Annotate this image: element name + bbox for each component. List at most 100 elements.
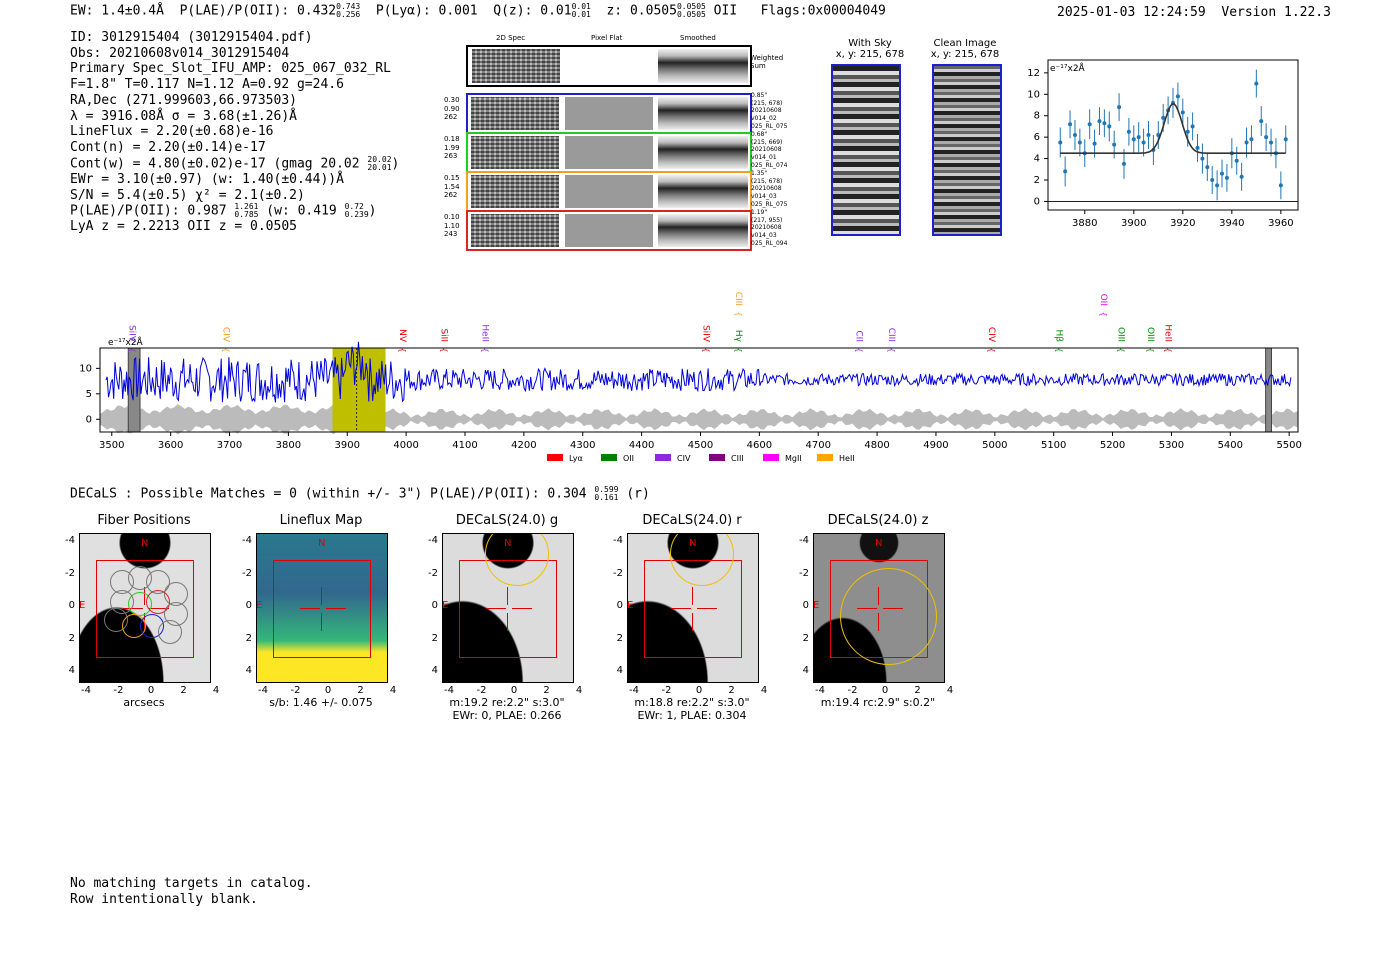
panel-title: DECaLS(24.0) g [455, 513, 559, 528]
panel-title: DECaLS(24.0) z [827, 513, 929, 528]
fit-point [1283, 137, 1288, 142]
legend-label: HeII [839, 454, 855, 463]
fit-point [1112, 142, 1117, 147]
header-version: Version 1.22.3 [1221, 5, 1331, 20]
panel-xtick-label: 2 [728, 685, 735, 696]
spectrum-ytick-label: 10 [79, 363, 92, 374]
fit-point [1185, 129, 1190, 134]
panel-xtick-label: 2 [180, 685, 187, 696]
footer-line-2: Row intentionally blank. [70, 891, 258, 907]
panel-ytick-label: 0 [245, 600, 252, 611]
panel-aperture-box [273, 560, 371, 658]
legend-swatch [655, 454, 671, 461]
info-block: ID: 3012915404 (3012915404.pdf) Obs: 202… [70, 30, 399, 235]
line-fit-chart: 0 2 4 6 8 10 12 3880 3900 3920 3940 3960 e⁻¹⁷x2Å [1027, 59, 1299, 229]
header-plae-range: 0.743 0.256 [336, 2, 361, 19]
footer-note: No matching targets in catalog. Row inte… [70, 876, 313, 907]
legend-swatch [547, 454, 563, 461]
panel-north-label: N [318, 538, 326, 549]
fit-point [1239, 174, 1244, 179]
panel-subtitle: m:19.2 re:2.2" s:3.0" [449, 696, 565, 709]
panel-xtick-label: -4 [629, 685, 639, 696]
cutout-row [466, 93, 752, 134]
fit-ytick-label: 2 [1034, 175, 1040, 186]
spectrum-line-bracket: { [1099, 311, 1108, 316]
spectrum-line-bracket: { [222, 347, 231, 352]
panel-xtick-label: 2 [357, 685, 364, 696]
decals-header: DECaLS : Possible Matches = 0 (within +/… [70, 485, 650, 502]
legend-label: OII [623, 454, 634, 463]
weighted-sum-strip [466, 45, 752, 87]
fit-point [1102, 121, 1107, 126]
fit-point [1215, 183, 1220, 188]
panel-east-label: E [442, 600, 449, 611]
panel-ytick-label: 2 [616, 632, 623, 644]
fit-ytick-label: 10 [1027, 89, 1040, 100]
panel-ytick-label: 2 [802, 632, 809, 644]
panel-north-label: N [141, 538, 149, 549]
fit-point [1180, 110, 1185, 115]
header-datetime: 2025-01-03 12:24:59 [1057, 5, 1206, 20]
spectrum-line-bracket: { [481, 347, 490, 352]
fit-point [1058, 140, 1063, 145]
with-sky-title: With Sky x, y: 215, 678 [835, 38, 905, 60]
panel-xtick-label: -4 [81, 685, 91, 696]
info-obs: Obs: 20210608v014_3012915404 [70, 45, 290, 61]
fit-ytick-label: 0 [1034, 196, 1040, 207]
panel-ytick-label: -2 [242, 567, 252, 579]
info-plae: P(LAE)/P(OII): 0.987 1.261 0.785 (w: 0.41… [70, 202, 377, 220]
fit-point [1210, 178, 1215, 182]
fit-point [1278, 183, 1283, 188]
fit-point [1146, 133, 1151, 137]
spectrum-xtick-label: 3900 [335, 440, 360, 451]
legend-label: Lyα [569, 454, 583, 463]
spectrum-line-bracket: { [854, 347, 863, 352]
panel-xtick-label: 0 [510, 685, 518, 696]
info-cont-w: Cont(w) = 4.80(±0.02)e-17 (gmag 20.02 20… [70, 154, 400, 172]
fit-point [1107, 124, 1112, 129]
fit-point [1234, 158, 1239, 163]
spectrum-ytick-label: 0 [86, 414, 92, 425]
info-sn: S/N = 5.4(±0.5) χ² = 2.1(±0.2) [70, 187, 305, 203]
spectrum-xtick-label: 4400 [629, 440, 654, 451]
fit-ytick-label: 8 [1034, 111, 1040, 122]
fit-point [1205, 165, 1210, 170]
info-cont-n: Cont(n) = 2.20(±0.14)e-17 [70, 139, 266, 155]
cutout-row-info: 1.19" (217, 955) 20210608 v014_03 025_RL_094 [751, 209, 788, 247]
cutout-row-stats: 0.15 1.54 262 [444, 174, 460, 199]
spectrum-line-marker: CIII [733, 292, 743, 306]
info-redshifts: LyA z = 2.2213 OII z = 0.0505 [70, 219, 297, 235]
spectrum-line-marker: Hβ [1054, 329, 1064, 342]
fit-point [1131, 137, 1136, 142]
spectrum-xtick-label: 3600 [158, 440, 183, 451]
info-ewr: EWr = 3.10(±0.97) (w: 1.40(±0.44))Å [70, 171, 344, 187]
spectrum-xtick-label: 3500 [99, 440, 124, 451]
fit-ytick-label: 12 [1027, 68, 1040, 79]
clean-image [932, 64, 1002, 236]
panel-title: DECaLS(24.0) r [642, 513, 742, 528]
panel-xtick-label: 2 [914, 685, 921, 696]
weighted-sum-label: Weighted Sum [750, 54, 784, 70]
info-primary: Primary Spec_Slot_IFU_AMP: 025_067_032_R… [70, 61, 391, 77]
panel-ytick-label: -4 [65, 535, 75, 546]
spectrum-line-bracket: { [701, 347, 710, 352]
info-id: ID: 3012915404 (3012915404.pdf) [70, 30, 313, 45]
panel-xtick-label: 4 [575, 685, 583, 696]
fit-point [1259, 119, 1264, 124]
fit-frame [1047, 59, 1299, 211]
panel-ytick-label: 4 [802, 665, 809, 676]
spectrum-xtick-label: 4200 [511, 440, 536, 451]
fit-point [1161, 115, 1166, 120]
spectrum-line-bracket: { [1055, 347, 1064, 352]
panel-ytick-label: 0 [68, 600, 75, 611]
panel-ytick-label: -2 [799, 567, 809, 579]
fit-point [1077, 140, 1082, 145]
legend-swatch [763, 454, 779, 461]
spectrum-line-marker: SiIV [126, 325, 136, 343]
fit-xtick-label: 3880 [1072, 218, 1097, 229]
panel-subtitle: m:18.8 re:2.2" s:3.0" [634, 696, 750, 709]
spectrum-line-marker: CII [853, 330, 863, 342]
panel-ytick-label: -2 [428, 567, 438, 579]
panel-ytick-label: 4 [68, 665, 75, 676]
